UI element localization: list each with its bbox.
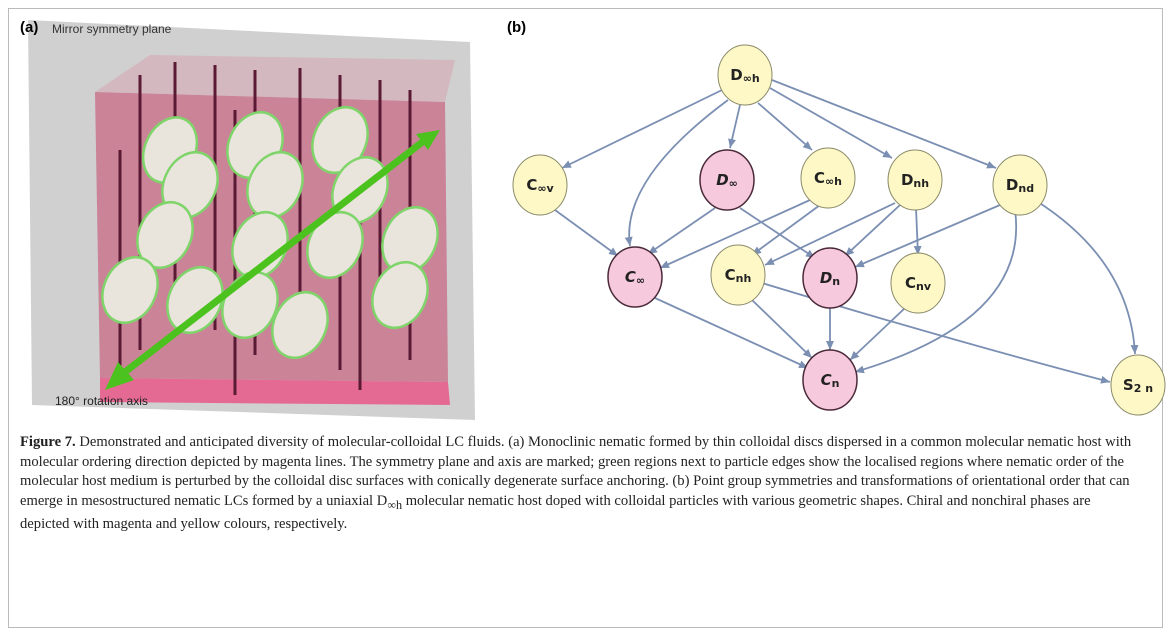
caption-label: Figure 7. [20,434,76,450]
node-sub: nd [1018,182,1034,195]
node-main: D [716,171,728,189]
node-main: C [625,268,636,286]
node: C∞ [608,247,662,307]
edges [555,80,1135,382]
axis-label: 180° rotation axis [55,394,148,408]
panel-a-illustration [28,20,475,420]
node: D∞ [700,150,754,210]
node-sub: nh [913,177,929,190]
node: Cnh [711,245,765,305]
node: Dnh [888,150,942,210]
node-main: C [725,266,736,284]
panel-label: (a) [20,19,38,36]
plane-label: Mirror symmetry plane [52,22,172,36]
panel-label: (b) [507,19,526,36]
node-sub: ∞v [537,182,554,195]
node: C∞v [513,155,567,215]
node: Cnv [891,253,945,313]
node-sub: nh [736,272,752,285]
node-sub: ∞ [636,274,645,287]
page: {"panel_a": {"label": "(a)", "plane_labe… [0,0,1171,637]
figure: (a) Mirror symmetry plane 180° rotation … [0,0,1171,430]
caption-symbol: D [377,493,388,509]
node: C∞h [801,148,855,208]
node-main: D [730,66,742,84]
node-sub: ∞h [743,72,760,85]
node-main: D [820,269,832,287]
node-sub: ∞h [825,175,842,188]
node-main: C [814,169,825,187]
node-main: C [821,371,832,389]
node: S2 n [1111,355,1165,415]
caption: Figure 7. Demonstrated and anticipated d… [20,433,1140,535]
node: D∞h [718,45,772,105]
node-main: S [1123,376,1134,394]
node-sub: nv [916,280,932,293]
node-sub: ∞ [729,177,738,190]
node-main: D [1006,176,1018,194]
node-main: D [901,171,913,189]
node-main: C [905,274,916,292]
node: Dn [803,248,857,308]
node: Dnd [993,155,1047,215]
node-sub: n [832,377,840,390]
node-sub: n [832,275,840,288]
node-main: C [526,176,537,194]
node-sub: 2 n [1134,382,1153,395]
node: Cn [803,350,857,410]
caption-subscript: ∞h [387,498,402,512]
